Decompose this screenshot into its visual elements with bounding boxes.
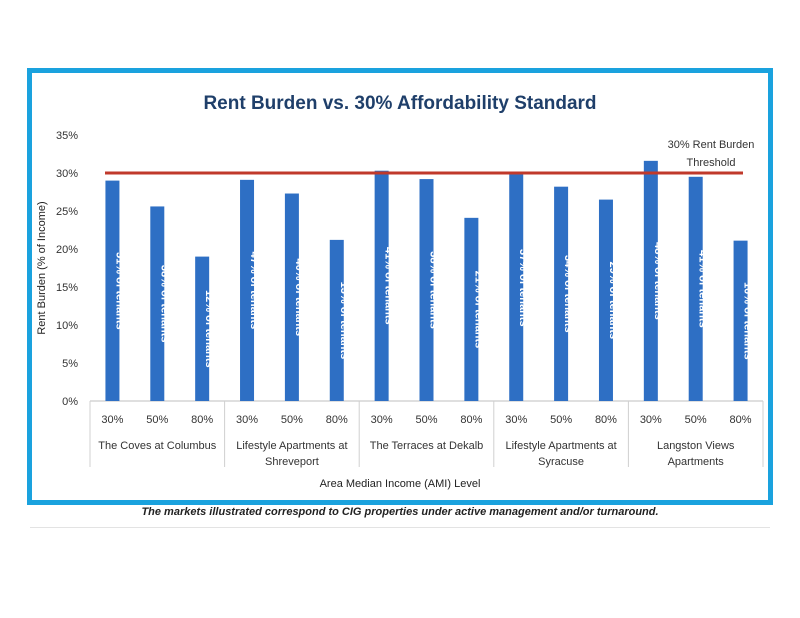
threshold-label-line2: Threshold	[687, 157, 736, 169]
x-category-label: 50%	[550, 414, 572, 426]
bar-data-label: 51% of tenants	[113, 252, 125, 330]
bar-data-label: 41% of tenants	[697, 250, 709, 328]
group-label: Lifestyle Apartments at	[236, 440, 347, 452]
bar	[554, 186, 569, 401]
footnote: The markets illustrated correspond to CI…	[141, 506, 659, 518]
group-label: Langston Views	[657, 440, 735, 452]
bar	[598, 199, 613, 401]
bar	[419, 179, 434, 401]
group-label: The Terraces at Dekalb	[370, 440, 484, 452]
y-tick-label: 30%	[56, 168, 78, 180]
x-category-label: 30%	[236, 414, 258, 426]
bar-data-label: 41% of tenants	[383, 247, 395, 325]
group-label: Apartments	[668, 456, 725, 468]
x-category-label: 30%	[505, 414, 527, 426]
bar	[284, 193, 299, 401]
bar	[733, 240, 748, 401]
group-label: Shreveport	[265, 456, 319, 468]
bar-data-label: 38% of tenants	[158, 265, 170, 343]
threshold-label-line1: 30% Rent Burden	[668, 139, 755, 151]
x-category-label: 80%	[326, 414, 348, 426]
bar-data-label: 47% of tenants	[248, 252, 260, 330]
bar-data-label: 29% of tenants	[607, 261, 619, 339]
bar-data-label: 40% of tenants	[293, 258, 305, 336]
y-tick-label: 15%	[56, 282, 78, 294]
y-tick-label: 35%	[56, 130, 78, 142]
chart-title: Rent Burden vs. 30% Affordability Standa…	[203, 93, 596, 114]
x-category-label: 30%	[371, 414, 393, 426]
bar	[105, 180, 120, 401]
bar	[688, 176, 703, 401]
x-category-label: 30%	[101, 414, 123, 426]
y-tick-label: 0%	[62, 396, 78, 408]
y-tick-label: 20%	[56, 244, 78, 256]
group-label: The Coves at Columbus	[98, 440, 216, 452]
bar-data-label: 13% of tenants	[338, 282, 350, 360]
x-category-label: 50%	[685, 414, 707, 426]
x-category-label: 50%	[146, 414, 168, 426]
bar	[509, 174, 524, 401]
y-tick-label: 25%	[56, 206, 78, 218]
chart-frame: Rent Burden vs. 30% Affordability Standa…	[27, 68, 773, 505]
bar	[643, 160, 658, 401]
bar	[150, 206, 165, 401]
bar	[329, 239, 344, 401]
group-label: Lifestyle Apartments at	[505, 440, 616, 452]
x-category-label: 80%	[730, 414, 752, 426]
bar-data-label: 37% of tenants	[517, 249, 529, 327]
y-tick-label: 10%	[56, 320, 78, 332]
bar-data-label: 21% of tenants	[472, 271, 484, 349]
x-category-label: 80%	[191, 414, 213, 426]
footnote-divider	[30, 527, 770, 528]
bar-data-label: 48% of tenants	[652, 242, 664, 320]
bar	[374, 170, 389, 401]
bar-data-label: 12% of tenants	[203, 290, 215, 368]
chart-canvas: Rent Burden vs. 30% Affordability Standa…	[36, 93, 764, 490]
x-category-label: 80%	[460, 414, 482, 426]
bar	[464, 217, 479, 401]
x-category-label: 30%	[640, 414, 662, 426]
x-category-label: 50%	[415, 414, 437, 426]
x-category-label: 50%	[281, 414, 303, 426]
bar-data-label: 34% of tenants	[562, 255, 574, 333]
bar	[195, 256, 210, 401]
bar-data-label: 38% of tenants	[428, 251, 440, 329]
bar	[240, 179, 255, 401]
x-axis-title: Area Median Income (AMI) Level	[320, 478, 481, 490]
y-axis-title: Rent Burden (% of Income)	[36, 201, 48, 334]
group-label: Syracuse	[538, 456, 584, 468]
bar-data-label: 10% of tenants	[742, 282, 754, 360]
x-category-label: 80%	[595, 414, 617, 426]
y-tick-label: 5%	[62, 358, 78, 370]
